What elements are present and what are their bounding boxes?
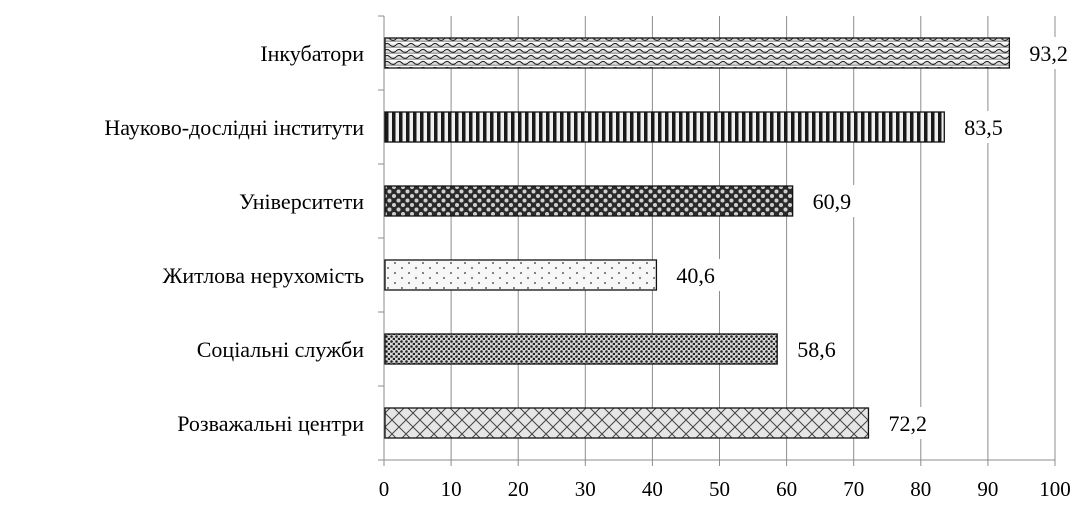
x-tick-label: 90 — [977, 477, 998, 501]
x-tick-label: 100 — [1039, 477, 1071, 501]
data-label-background — [791, 333, 842, 365]
bar — [384, 111, 945, 143]
category-label: Університети — [239, 189, 364, 214]
bars — [384, 37, 1011, 439]
bar — [384, 185, 794, 217]
data-label-background — [882, 407, 933, 439]
x-tick-label: 70 — [843, 477, 864, 501]
data-label-background — [806, 185, 858, 217]
data-label: 72,2 — [888, 411, 927, 436]
labels: Інкубатори 93,2 Науково-дослідні інститути… — [104, 37, 1074, 439]
axes: 0 10 20 30 40 50 60 70 80 90 100 — [378, 15, 1071, 501]
x-tick-label: 20 — [508, 477, 529, 501]
gridlines — [450, 16, 1056, 460]
x-tick-label: 30 — [575, 477, 596, 501]
x-tick-label: 10 — [441, 477, 462, 501]
data-label: 58,6 — [797, 337, 836, 362]
data-label: 83,5 — [964, 115, 1003, 140]
bar — [384, 37, 1011, 69]
category-label: Житлова нерухомість — [163, 263, 364, 288]
x-tick-label: 40 — [642, 477, 663, 501]
category-label: Науково-дослідні інститути — [104, 115, 364, 140]
x-tick-label: 50 — [709, 477, 730, 501]
bar — [384, 407, 870, 439]
x-tick-label: 80 — [910, 477, 931, 501]
data-label-background — [670, 259, 721, 291]
x-tick-label: 60 — [776, 477, 797, 501]
bar — [384, 259, 658, 291]
data-label: 60,9 — [813, 189, 852, 214]
data-label-background — [958, 111, 1009, 143]
category-label: Інкубатори — [260, 41, 364, 66]
category-label: Соціальні служби — [197, 337, 364, 362]
data-label: 40,6 — [676, 263, 715, 288]
bar — [384, 333, 778, 365]
category-label: Розважальні центри — [177, 411, 364, 436]
data-label: 93,2 — [1029, 41, 1068, 66]
x-tick-label: 0 — [379, 477, 390, 501]
data-label-background — [1023, 37, 1074, 69]
